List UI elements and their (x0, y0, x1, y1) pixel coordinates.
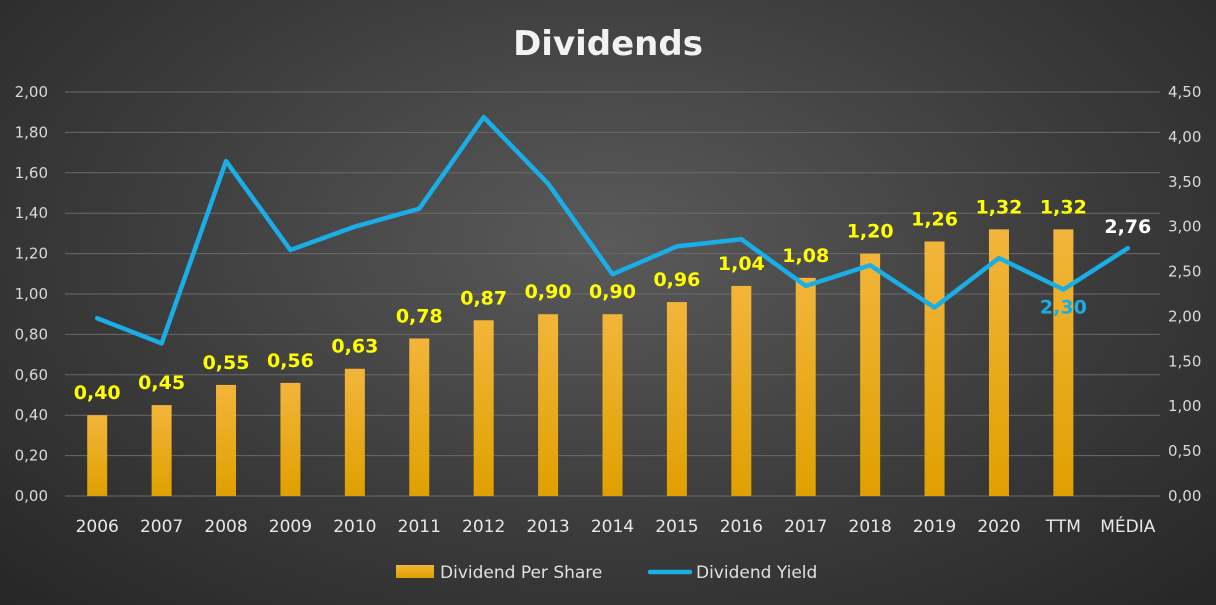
x-tick-label: 2017 (784, 517, 827, 537)
x-tick-label: 2011 (398, 517, 441, 537)
bar-data-label: 0,63 (331, 336, 378, 358)
legend-bar-swatch (396, 565, 434, 578)
y-right-tick-label: 0,00 (1168, 487, 1201, 505)
x-tick-label: 2013 (526, 517, 569, 537)
data-labels: 0,40 0,45 0,55 0,56 0,63 0,78 0,87 0,90 0,90 0,96… (74, 196, 1151, 404)
bar-data-label: 1,08 (782, 245, 829, 267)
bar (795, 277, 816, 496)
line-series (94, 114, 1131, 346)
bar (1053, 229, 1074, 497)
bar-data-label: 0,96 (653, 269, 700, 291)
y-right-tick-label: 3,50 (1168, 173, 1201, 191)
x-tick-label: 2014 (591, 517, 634, 537)
x-tick-label: 2020 (977, 517, 1020, 537)
yield-data-label: 2,76 (1104, 216, 1151, 238)
bar (280, 382, 301, 496)
legend-line-label: Dividend Yield (696, 563, 817, 583)
x-tick-label: 2007 (140, 517, 183, 537)
y-left-tick-label: 1,80 (15, 123, 48, 141)
x-tick-label: TTM (1045, 517, 1081, 537)
y-left-tick-label: 1,20 (15, 245, 48, 263)
bar-data-label: 1,20 (847, 221, 894, 243)
bar-data-label: 0,45 (138, 372, 185, 394)
bar-data-label: 0,55 (203, 352, 250, 374)
bar (924, 241, 945, 496)
y-right-tick-label: 0,50 (1168, 442, 1201, 460)
x-tick-label: 2018 (849, 517, 892, 537)
y-right-tick-label: 4,00 (1168, 128, 1201, 146)
y-right-tick-label: 1,00 (1168, 397, 1201, 415)
bar-data-label: 0,78 (396, 305, 443, 327)
x-tick-label: 2009 (269, 517, 312, 537)
y-left-tick-label: 0,20 (15, 447, 48, 465)
y-right-tick-label: 1,50 (1168, 352, 1201, 370)
y-left-tick-label: 0,80 (15, 325, 48, 343)
x-tick-label: 2016 (720, 517, 763, 537)
bar (602, 314, 623, 496)
bar-data-label: 0,87 (460, 287, 507, 309)
y-right-tick-label: 3,00 (1168, 218, 1201, 236)
bar (87, 415, 108, 496)
bar (473, 320, 494, 496)
axis-ticks: 0,00 0,20 0,40 0,60 0,80 1,00 1,20 1,40 1,60 1,80… (15, 83, 1202, 537)
y-right-tick-label: 2,00 (1168, 307, 1201, 325)
bar (409, 338, 430, 496)
bar-data-label: 0,56 (267, 350, 314, 372)
bar-data-label: 0,90 (525, 281, 572, 303)
bar-data-label: 1,32 (976, 196, 1023, 218)
bar-data-label: 1,04 (718, 253, 765, 275)
y-right-tick-label: 4,50 (1168, 83, 1201, 101)
y-right-tick-label: 2,50 (1168, 263, 1201, 281)
x-tick-label: 2010 (333, 517, 376, 537)
bar (344, 368, 365, 496)
bar-series (87, 229, 1074, 497)
bar (988, 229, 1009, 497)
chart-title: Dividends (513, 24, 703, 64)
bar-data-label: 1,26 (911, 208, 958, 230)
bar (151, 405, 172, 496)
y-left-tick-label: 2,00 (15, 83, 48, 101)
bar (860, 253, 881, 496)
x-tick-label: MÉDIA (1100, 515, 1156, 537)
bar (666, 302, 687, 496)
bar-data-label: 1,32 (1040, 196, 1087, 218)
bar-data-label: 0,40 (74, 382, 121, 404)
bar (731, 285, 752, 496)
legend-bar-label: Dividend Per Share (440, 563, 602, 583)
bar (538, 314, 559, 496)
legend: Dividend Per Share Dividend Yield (396, 563, 817, 583)
y-left-tick-label: 0,40 (15, 406, 48, 424)
x-tick-label: 2006 (76, 517, 119, 537)
y-left-tick-label: 1,00 (15, 285, 48, 303)
x-tick-label: 2019 (913, 517, 956, 537)
y-left-tick-label: 0,60 (15, 366, 48, 384)
x-tick-label: 2012 (462, 517, 505, 537)
bar (216, 384, 237, 496)
bar-data-label: 0,90 (589, 281, 636, 303)
x-tick-label: 2008 (204, 517, 247, 537)
y-left-tick-label: 0,00 (15, 487, 48, 505)
y-left-tick-label: 1,40 (15, 204, 48, 222)
yield-line (94, 114, 1131, 346)
x-tick-label: 2015 (655, 517, 698, 537)
y-left-tick-label: 1,60 (15, 164, 48, 182)
yield-data-label: 2,30 (1040, 297, 1087, 319)
